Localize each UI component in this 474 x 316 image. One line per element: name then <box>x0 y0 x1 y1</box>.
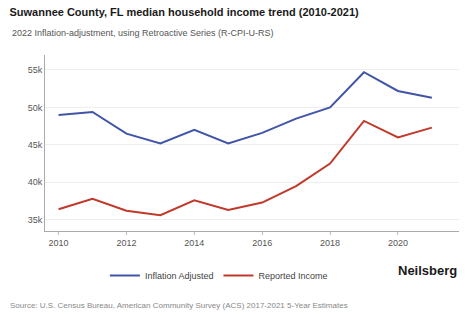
svg-text:2022 Inflation-adjustment, usi: 2022 Inflation-adjustment, using Retroac… <box>12 28 274 38</box>
svg-text:2016: 2016 <box>252 238 272 248</box>
svg-text:35k: 35k <box>28 215 43 225</box>
svg-text:2020: 2020 <box>388 238 408 248</box>
svg-text:2014: 2014 <box>184 238 204 248</box>
svg-text:2018: 2018 <box>320 238 340 248</box>
svg-text:2012: 2012 <box>116 238 136 248</box>
svg-text:50k: 50k <box>28 103 43 113</box>
svg-text:Suwannee County, FL median hou: Suwannee County, FL median household inc… <box>9 6 359 18</box>
svg-text:Reported Income: Reported Income <box>258 271 327 281</box>
svg-text:55k: 55k <box>28 65 43 75</box>
svg-text:Source: U.S. Census Bureau, Am: Source: U.S. Census Bureau, American Com… <box>10 301 348 310</box>
svg-text:40k: 40k <box>28 177 43 187</box>
svg-text:45k: 45k <box>28 140 43 150</box>
svg-text:Inflation Adjusted: Inflation Adjusted <box>145 271 214 281</box>
svg-text:Neilsberg: Neilsberg <box>398 263 457 278</box>
svg-text:2010: 2010 <box>49 238 69 248</box>
